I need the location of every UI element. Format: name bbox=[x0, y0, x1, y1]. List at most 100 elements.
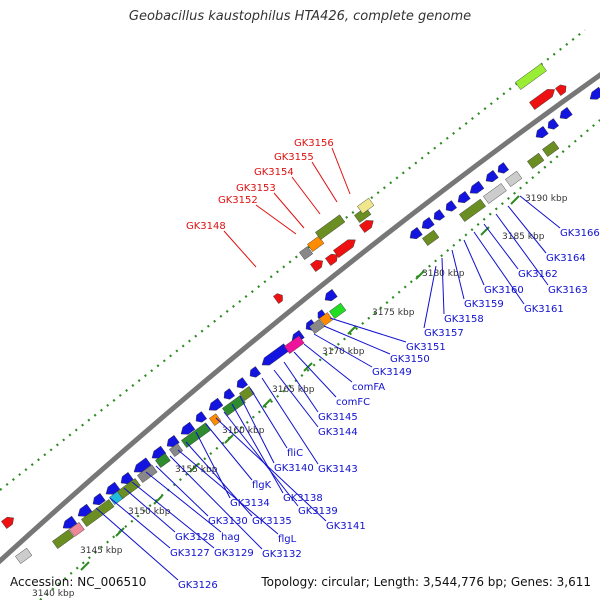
gene-inner-6-shape bbox=[155, 453, 171, 468]
gene-reverse-blue-19-shape bbox=[409, 227, 423, 240]
reverse-gene-label: hag bbox=[221, 532, 240, 543]
gene-reverse-blue-19 bbox=[409, 227, 423, 240]
reverse-gene-label: GK3134 bbox=[230, 498, 270, 509]
gene-reverse-blue-12-shape bbox=[236, 377, 249, 389]
map-title: Geobacillus kaustophilus HTA426, complet… bbox=[128, 9, 472, 24]
gene-inner-2 bbox=[81, 499, 115, 527]
gene-outer-2-shape bbox=[315, 214, 346, 240]
reverse-gene-label: GK3162 bbox=[518, 269, 558, 280]
gene-inner-10 bbox=[222, 395, 246, 416]
gene-inner-17 bbox=[459, 198, 486, 222]
gene-inner-2-shape bbox=[81, 499, 115, 527]
gene-reverse-blue-21-shape bbox=[433, 209, 446, 221]
reverse-gene-label: comFA bbox=[352, 382, 385, 393]
gene-reverse-blue-28-shape bbox=[547, 118, 560, 130]
reverse-gene-label: GK3143 bbox=[318, 464, 358, 475]
reverse-gene-label: GK3141 bbox=[326, 521, 366, 532]
reverse-gene-label: GK3138 bbox=[283, 493, 323, 504]
gene-reverse-blue-1 bbox=[77, 503, 93, 517]
forward-label-leader-0 bbox=[223, 230, 257, 268]
gene-reverse-blue-5-shape bbox=[133, 457, 152, 473]
gene-reverse-blue-11 bbox=[223, 388, 236, 400]
inner-scale-line bbox=[39, 119, 600, 600]
gene-reverse-blue-7 bbox=[166, 435, 180, 448]
gene-inner-14 bbox=[319, 312, 334, 326]
reverse-label-leader-19 bbox=[293, 351, 337, 398]
reverse-label-leader-26 bbox=[451, 249, 465, 300]
gene-inner-19 bbox=[505, 170, 523, 187]
reverse-gene-label: GK3135 bbox=[252, 516, 292, 527]
forward-gene-label: GK3153 bbox=[236, 183, 276, 194]
reverse-gene-label: GK3166 bbox=[560, 228, 600, 239]
gene-reverse-blue-3 bbox=[105, 481, 121, 495]
reverse-label-leader-14 bbox=[239, 395, 275, 464]
gene-reverse-blue-1-shape bbox=[77, 503, 93, 517]
gene-outer-11-shape bbox=[555, 84, 567, 96]
reverse-gene-label: GK3163 bbox=[548, 285, 588, 296]
gene-inner-18-shape bbox=[483, 183, 507, 204]
reverse-gene-label: GK3139 bbox=[298, 506, 338, 517]
reverse-label-leader-30 bbox=[495, 213, 549, 286]
gene-reverse-blue-10 bbox=[208, 397, 224, 411]
gene-outer-4 bbox=[325, 253, 338, 266]
gene-outer-9-shape bbox=[515, 63, 547, 90]
reverse-gene-label: GK3132 bbox=[262, 549, 302, 560]
reverse-label-leader-9 bbox=[195, 431, 231, 499]
gene-inner-15-shape bbox=[329, 302, 347, 319]
gene-inner-17-shape bbox=[459, 198, 486, 222]
gene-inner-0 bbox=[52, 529, 75, 549]
scale-label: 3140 kbp bbox=[32, 589, 75, 599]
gene-reverse-blue-23-shape bbox=[457, 191, 471, 204]
scale-label: 3160 kbp bbox=[222, 426, 265, 436]
topology-label: Topology: circular; Length: 3,544,776 bp… bbox=[261, 575, 591, 589]
gene-outer-6-shape bbox=[359, 220, 374, 233]
reverse-label-leader-17 bbox=[273, 369, 319, 428]
gene-inner-19-shape bbox=[505, 170, 523, 187]
reverse-gene-label: GK3161 bbox=[524, 304, 564, 315]
gene-reverse-blue-30 bbox=[589, 86, 600, 100]
gene-reverse-blue-12 bbox=[236, 377, 249, 389]
scale-tick-4 bbox=[224, 434, 234, 444]
reverse-label-leader-25 bbox=[441, 257, 445, 315]
gene-reverse-blue-4 bbox=[120, 472, 134, 485]
reverse-gene-label: comFC bbox=[336, 397, 370, 408]
gene-outer-12-shape bbox=[1, 516, 14, 529]
scale-label: 3165 kbp bbox=[272, 385, 315, 395]
gene-reverse-blue-14 bbox=[261, 343, 290, 366]
gene-reverse-blue-26-shape bbox=[497, 162, 510, 174]
gene-outer-0-shape bbox=[299, 246, 314, 260]
gene-reverse-blue-18-shape bbox=[324, 289, 338, 302]
gene-reverse-blue-28 bbox=[547, 118, 560, 130]
reverse-gene-label: GK3145 bbox=[318, 412, 358, 423]
gene-reverse-blue-7-shape bbox=[166, 435, 180, 448]
scale-tick-1 bbox=[115, 527, 125, 537]
reverse-label-leader-29 bbox=[483, 223, 519, 270]
reverse-label-leader-13 bbox=[231, 403, 284, 494]
reverse-label-leader-20 bbox=[303, 343, 353, 383]
gene-reverse-blue-2-shape bbox=[92, 493, 106, 506]
reverse-gene-label: GK3150 bbox=[390, 354, 430, 365]
gene-inner-22 bbox=[15, 547, 33, 564]
scale-label: 3150 kbp bbox=[128, 507, 171, 517]
reverse-gene-label: GK3159 bbox=[464, 299, 504, 310]
reverse-label-leader-28 bbox=[473, 231, 525, 305]
reverse-gene-label: GK3149 bbox=[372, 367, 412, 378]
gene-outer-13-shape bbox=[273, 293, 283, 304]
reverse-label-leader-21 bbox=[313, 333, 373, 368]
scale-label: 3155 kbp bbox=[175, 465, 218, 475]
gene-inner-22-shape bbox=[15, 547, 33, 564]
gene-inner-14-shape bbox=[319, 312, 334, 326]
forward-gene-label: GK3152 bbox=[218, 195, 258, 206]
gene-outer-0 bbox=[299, 246, 314, 260]
forward-gene-label: GK3155 bbox=[274, 152, 314, 163]
scale-tick-5 bbox=[262, 398, 272, 408]
gene-reverse-blue-25-shape bbox=[485, 170, 499, 183]
reverse-gene-label: GK3128 bbox=[175, 532, 215, 543]
reverse-gene-label: GK3129 bbox=[214, 548, 254, 559]
scale-tick-7 bbox=[347, 325, 357, 335]
gene-reverse-blue-18 bbox=[324, 289, 338, 302]
gene-outer-4-shape bbox=[325, 253, 338, 266]
scale-tick-2 bbox=[153, 495, 163, 505]
gene-reverse-blue-30-shape bbox=[589, 86, 600, 100]
